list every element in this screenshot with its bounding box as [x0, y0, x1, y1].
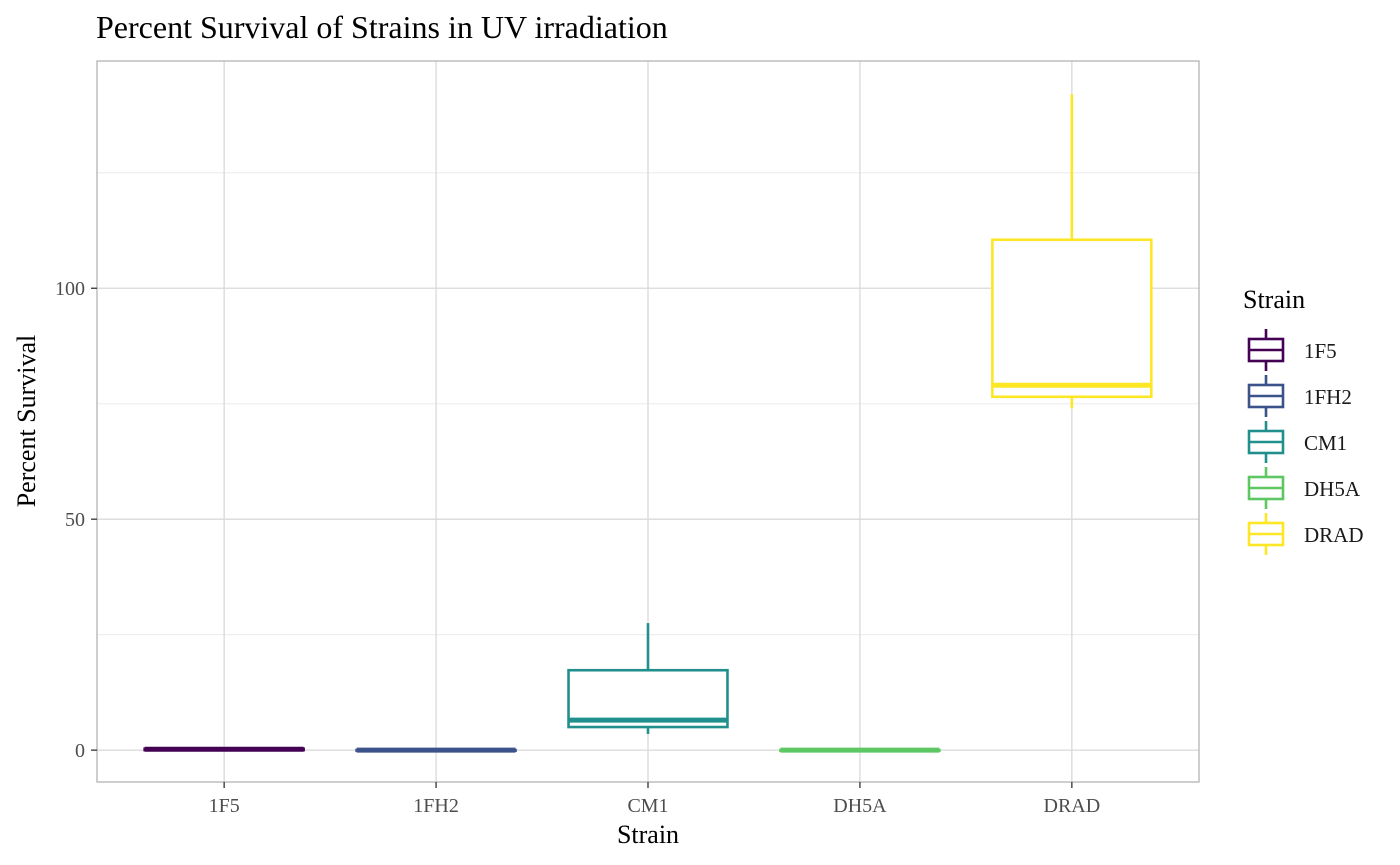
legend: Strain 1F5 1FH2 CM1 DH5A DRAD	[1243, 285, 1364, 555]
x-tick-label-1fh2: 1FH2	[413, 795, 459, 817]
legend-key-box-icon	[1247, 421, 1285, 463]
x-tick-label-dh5a: DH5A	[833, 795, 887, 817]
legend-item-dh5a: DH5A	[1247, 467, 1361, 509]
legend-label: 1F5	[1304, 339, 1337, 363]
legend-key-box-icon	[1247, 375, 1285, 417]
legend-label: 1FH2	[1304, 385, 1352, 409]
iqr-box	[567, 668, 729, 729]
x-axis-ticks: 1F5 1FH2 CM1 DH5A DRAD	[209, 782, 1101, 817]
legend-items: 1F5 1FH2 CM1 DH5A DRAD	[1247, 329, 1364, 555]
legend-item-1fh2: 1FH2	[1247, 375, 1352, 417]
legend-label: DRAD	[1304, 523, 1364, 547]
legend-item-cm1: CM1	[1247, 421, 1347, 463]
box-drad	[991, 94, 1153, 409]
legend-key-box-icon	[1247, 513, 1285, 555]
x-axis-title: Strain	[617, 820, 679, 849]
x-tick-label-drad: DRAD	[1044, 795, 1101, 817]
y-axis-ticks: 0 50 100	[55, 278, 97, 762]
legend-item-drad: DRAD	[1247, 513, 1364, 555]
x-tick-label-1f5: 1F5	[209, 795, 240, 817]
box-cm1	[567, 623, 729, 734]
y-axis-title: Percent Survival	[12, 335, 41, 508]
box-1f5	[143, 746, 305, 752]
x-tick-label-cm1: CM1	[627, 795, 668, 817]
chart-title: Percent Survival of Strains in UV irradi…	[96, 9, 668, 45]
iqr-box	[991, 238, 1153, 399]
box-dh5a	[779, 747, 941, 753]
y-tick-label: 100	[55, 278, 85, 300]
y-tick-label: 50	[65, 509, 85, 531]
boxes	[143, 94, 1153, 753]
legend-label: DH5A	[1304, 477, 1361, 501]
legend-key-box-icon	[1247, 329, 1285, 371]
y-tick-label: 0	[75, 740, 85, 762]
legend-label: CM1	[1304, 431, 1347, 455]
legend-item-1f5: 1F5	[1247, 329, 1337, 371]
legend-title: Strain	[1243, 285, 1305, 314]
legend-key-box-icon	[1247, 467, 1285, 509]
box-1fh2	[355, 747, 517, 753]
